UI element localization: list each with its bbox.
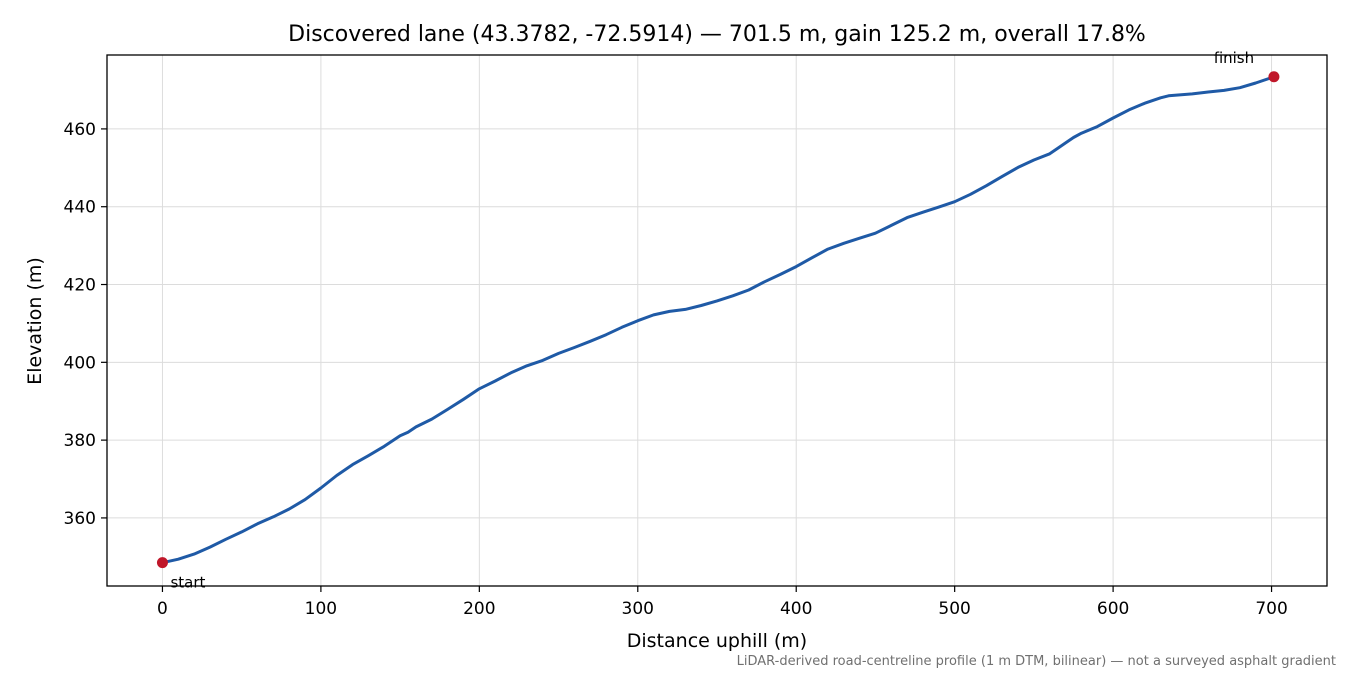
grid — [107, 55, 1327, 586]
finish-marker — [1268, 71, 1280, 83]
x-tick-label: 100 — [305, 599, 337, 619]
series-layer — [161, 75, 1276, 565]
x-tick-label: 0 — [157, 599, 168, 619]
y-tick-label: 440 — [64, 198, 96, 218]
elevation-profile-line — [161, 75, 1276, 565]
x-tick-label: 400 — [780, 599, 812, 619]
tick-marks — [101, 128, 1273, 592]
y-tick-label: 360 — [64, 509, 96, 529]
plot-area-frame — [106, 54, 1328, 587]
finish-label: finish — [1214, 49, 1254, 67]
y-tick-label: 460 — [64, 120, 96, 140]
start-marker — [156, 557, 168, 569]
x-tick-label: 200 — [463, 599, 495, 619]
x-tick-label: 600 — [1097, 599, 1129, 619]
footnote: LiDAR-derived road-centreline profile (1… — [737, 654, 1336, 669]
annotations: start finish — [156, 49, 1280, 592]
chart-title: Discovered lane (43.3782, -72.5914) — 70… — [288, 22, 1146, 47]
y-tick-label: 420 — [64, 276, 96, 296]
x-tick-label: 500 — [938, 599, 970, 619]
x-axis-label: Distance uphill (m) — [627, 630, 807, 652]
y-axis-label: Elevation (m) — [24, 257, 46, 385]
tick-labels: 0 100 200 300 400 500 600 700 360 380 400 420 440 460 — [64, 120, 1288, 619]
x-tick-label: 700 — [1255, 599, 1287, 619]
y-tick-label: 380 — [64, 431, 96, 451]
start-label: start — [170, 574, 205, 592]
x-tick-label: 300 — [622, 599, 654, 619]
y-tick-label: 400 — [64, 353, 96, 373]
